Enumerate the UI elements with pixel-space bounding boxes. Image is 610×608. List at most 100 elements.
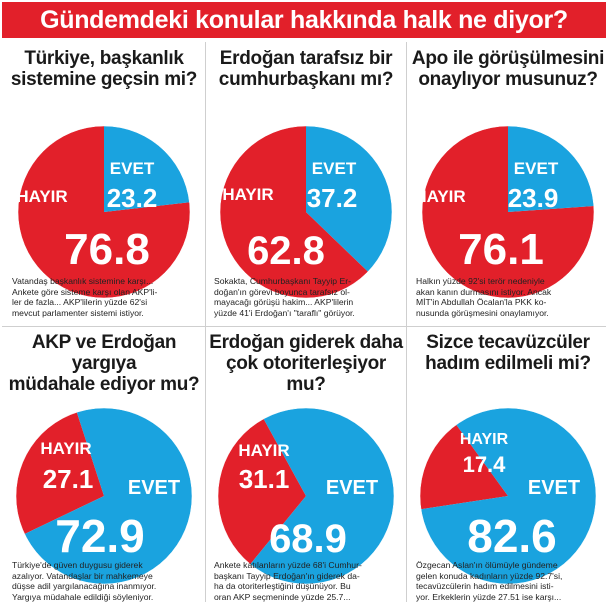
- slice-label-evet: EVET: [128, 477, 180, 499]
- slice-label-hayir: HAYIR: [222, 185, 273, 204]
- poll-question: Apo ile görüşülmesini onaylıyor musunuz?: [408, 48, 608, 90]
- poll-caption-line: mayacağı görüşü hakim... AKP'lilerin: [214, 297, 354, 308]
- pie-chart: HAYIR 76.1 EVET 23.9: [414, 125, 595, 299]
- poll-caption-line: başkanı Tayyip Erdoğan'ın giderek da-: [214, 570, 360, 581]
- poll-caption: Sokakta, Cumhurbaşkanı Tayyip Er-doğan'ı…: [214, 276, 404, 318]
- slice-value-hayir: 27.1: [43, 464, 94, 494]
- poll-caption-line: Ankete göre sisteme karşı olan AKP'li-: [12, 286, 158, 297]
- poll-question-line: cumhurbaşkanı mı?: [218, 69, 394, 90]
- poll-caption-line: nusunda görüşmesini onaylamıyor.: [416, 307, 549, 318]
- poll-caption-line: doğan'ın görevi boyunca tarafsız ol-: [214, 286, 350, 297]
- poll-caption-line: gelen konuda kadınların yüzde 92.7'si,: [416, 570, 563, 581]
- slice-value-evet: 72.9: [55, 510, 145, 562]
- poll-question-line: Apo ile görüşülmesini: [411, 48, 605, 69]
- poll-caption: Türkiye'de güven duygusu giderek azalıyor…: [12, 560, 202, 602]
- poll-caption-line: Ankete katılanların yüzde 68'i Cumhur-: [214, 560, 362, 570]
- pie-slice-hayir: [18, 126, 191, 298]
- slice-label-hayir: HAYIR: [40, 439, 91, 458]
- poll-caption-line: ha da otoriterleştiğini düşünüyor. Bu: [214, 581, 351, 592]
- pie-outline: [419, 407, 597, 585]
- poll-caption-line: Türkiye'de güven duygusu giderek: [12, 560, 143, 570]
- poll-caption-line: Halkın yüzde 92'si terör nedeniyle: [416, 276, 545, 286]
- headline-text: Gündemdeki konular hakkında halk ne diyo…: [40, 6, 568, 34]
- poll-question-line: Türkiye, başkanlık: [24, 48, 184, 69]
- poll-question-line: çok otoriterleşiyor mu?: [225, 353, 387, 395]
- pie-slice-evet: [306, 126, 392, 272]
- slice-value-evet: 23.9: [508, 183, 559, 213]
- poll-question-line: sistemine geçsin mi?: [10, 69, 198, 90]
- slice-label-hayir: HAYIR: [238, 441, 289, 460]
- slice-label-evet: EVET: [514, 159, 559, 178]
- pie-chart: HAYIR 76.8 EVET 23.2: [16, 125, 191, 299]
- poll-caption-line: mevcut parlamenter sistemi istiyor.: [12, 307, 144, 318]
- pie-slice-evet: [24, 408, 193, 584]
- column-divider: [406, 42, 407, 602]
- slice-value-hayir: 17.4: [463, 452, 507, 477]
- poll-caption-line: Sokakta, Cumhurbaşkanı Tayyip Er-: [214, 276, 351, 286]
- poll-caption-line: yüzde 41'i Erdoğan'ı "taraflı" görüyor.: [214, 307, 355, 318]
- slice-value-hayir: 62.8: [247, 229, 325, 273]
- pie-slice-hayir: [16, 412, 104, 534]
- poll-caption-line: Vatandaş başkanlık sistemine karşı...: [12, 276, 154, 286]
- poll-panel: HAYIR 31.1 EVET 68.9 Erdoğan giderek daha çok…: [206, 326, 406, 608]
- poll-caption-line: oran AKP seçmeninde yüzde 25.7...: [214, 591, 351, 602]
- poll-caption-line: yor. Erkeklerin yüzde 27.51 ise karşı...: [416, 591, 562, 602]
- pie-slice-evet: [508, 126, 594, 212]
- pie-slice-hayir: [220, 126, 368, 298]
- slice-value-hayir: 31.1: [239, 464, 290, 494]
- poll-caption-line: Yargıya müdahale edildiği söyleniyor.: [12, 591, 154, 602]
- pie-outline: [217, 407, 395, 585]
- poll-question-line: Erdoğan giderek daha: [209, 332, 403, 353]
- poll-question-line: onaylıyor musunuz?: [418, 69, 598, 90]
- pie-chart: HAYIR 31.1 EVET 68.9: [217, 407, 395, 585]
- slice-label-evet: EVET: [326, 477, 378, 499]
- slice-value-evet: 82.6: [467, 510, 557, 562]
- slice-value-evet: 68.9: [269, 517, 347, 561]
- poll-caption-line: düşse adil yargılanacağına inanmıyor.: [12, 581, 157, 592]
- poll-caption-line: Özgecan Aslan'ın ölümüyle gündeme: [416, 560, 558, 570]
- poll-caption-line: tecavüzcülerin hadım edilmesini isti-: [416, 581, 554, 592]
- pie-chart: HAYIR 17.4 EVET 82.6: [419, 407, 597, 585]
- poll-question: Erdoğan giderek daha çok otoriterleşiyor …: [206, 332, 406, 395]
- column-divider: [205, 42, 206, 602]
- poll-question: Türkiye, başkanlık sistemine geçsin mi?: [4, 48, 204, 90]
- slice-label-evet: EVET: [312, 159, 357, 178]
- pie-slice-hayir: [217, 418, 306, 565]
- poll-panel: HAYIR 62.8 EVET 37.2 Erdoğan tarafsız bir cum…: [206, 42, 406, 324]
- pie-slice-evet: [104, 126, 190, 212]
- row-divider: [2, 326, 606, 327]
- poll-question-line: AKP ve Erdoğan yargıya: [31, 332, 177, 374]
- poll-question: Erdoğan tarafsız bir cumhurbaşkanı mı?: [206, 48, 406, 90]
- pie-chart: HAYIR 27.1 EVET 72.9: [15, 407, 193, 585]
- poll-question-line: müdahale ediyor mu?: [8, 374, 200, 395]
- poll-question-line: hadım edilmeli mi?: [425, 353, 591, 374]
- slice-label-hayir: HAYIR: [16, 187, 67, 206]
- poll-caption-line: MİT'in Abdullah Öcalan'la PKK ko-: [416, 297, 547, 308]
- headline-banner: Gündemdeki konular hakkında halk ne diyo…: [2, 2, 606, 38]
- pie-slice-hayir: [420, 424, 508, 510]
- slice-value-hayir: 76.8: [64, 225, 150, 274]
- slice-label-evet: EVET: [528, 477, 580, 499]
- poll-caption: Özgecan Aslan'ın ölümüyle gündeme gelen k…: [416, 560, 606, 602]
- slice-value-evet: 23.2: [107, 183, 158, 213]
- poll-question-line: Erdoğan tarafsız bir: [219, 48, 393, 69]
- poll-caption: Ankete katılanların yüzde 68'i Cumhur-ba…: [214, 560, 404, 602]
- poll-panel: HAYIR 17.4 EVET 82.6 Sizce tecavüzcüler hadım…: [408, 326, 608, 608]
- slice-value-hayir: 76.1: [458, 225, 544, 274]
- poll-question: Sizce tecavüzcüler hadım edilmeli mi?: [408, 332, 608, 374]
- poll-caption: Vatandaş başkanlık sistemine karşı... Ank…: [12, 276, 202, 318]
- slice-label-evet: EVET: [110, 159, 155, 178]
- poll-panel: HAYIR 76.1 EVET 23.9 Apo ile görüşülmesini on…: [408, 42, 608, 324]
- poll-question-line: Sizce tecavüzcüler: [426, 332, 590, 353]
- pie-outline: [17, 125, 191, 299]
- pie-outline: [219, 125, 393, 299]
- slice-value-evet: 37.2: [307, 183, 358, 213]
- poll-caption: Halkın yüzde 92'si terör nedeniyle akan k…: [416, 276, 606, 318]
- poll-caption-line: azalıyor. Vatandaşlar bir mahkemeye: [12, 570, 153, 581]
- poll-question: AKP ve Erdoğan yargıya müdahale ediyor mu…: [4, 332, 204, 395]
- poll-panel: HAYIR 76.8 EVET 23.2 Türkiye, başkanlık siste…: [4, 42, 204, 324]
- pie-slice-evet: [250, 408, 394, 584]
- pie-outline: [421, 125, 595, 299]
- poll-caption-line: akan kanın durmasını istiyor. Ancak: [416, 286, 552, 297]
- slice-label-hayir: HAYIR: [460, 431, 509, 448]
